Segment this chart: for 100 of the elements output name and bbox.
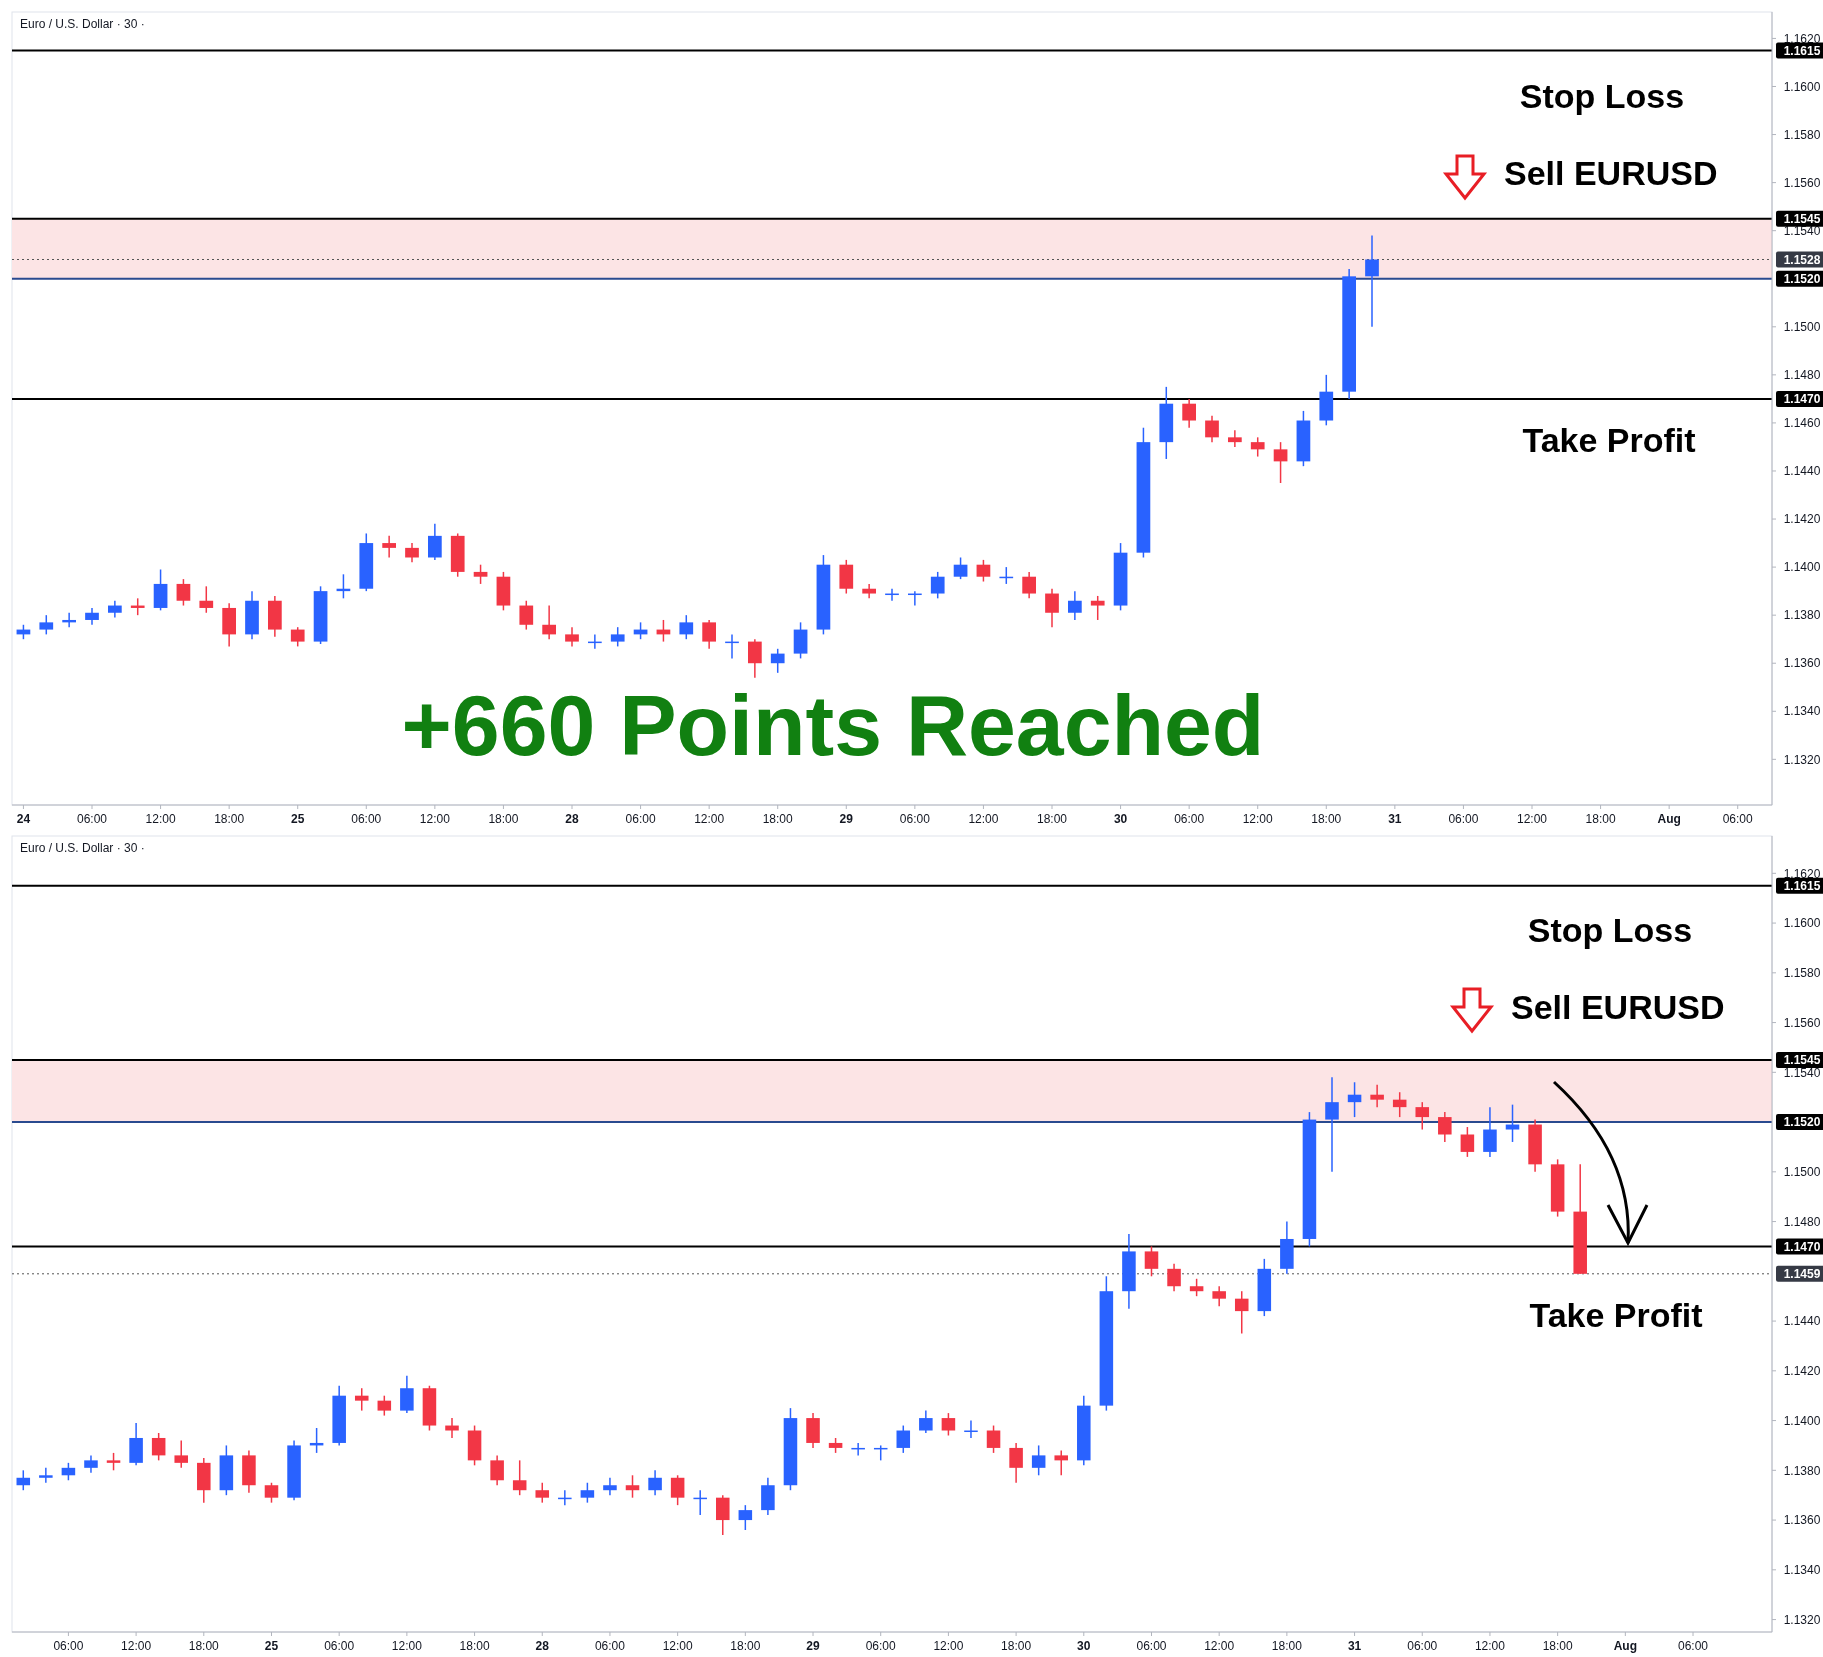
x-tick-label: 12:00 — [1516, 812, 1548, 826]
candlestick — [1365, 234, 1379, 328]
candlestick — [625, 1474, 640, 1499]
x-tick-label: 06:00 — [1678, 1639, 1709, 1653]
x-tick-label: 31 — [1347, 1639, 1362, 1653]
candlestick — [290, 626, 305, 648]
y-tick-label: 1.1420 — [1783, 512, 1821, 527]
y-tick-label: 1.1600 — [1783, 79, 1821, 94]
candlestick — [930, 571, 945, 600]
candlestick — [1483, 1106, 1497, 1158]
ref-line-label: 1.1520 — [1783, 271, 1821, 286]
candlestick — [199, 585, 214, 614]
x-tick-label: 12:00 — [419, 812, 451, 826]
x-tick-label: 12:00 — [1474, 1639, 1506, 1653]
x-tick-label: 12:00 — [145, 812, 176, 826]
ref-line-label: 1.1615 — [1783, 43, 1821, 58]
x-tick-label: 31 — [1388, 812, 1402, 826]
candlestick — [428, 523, 442, 561]
candlestick — [39, 614, 54, 636]
x-tick-label: 12:00 — [1204, 1639, 1235, 1653]
x-tick-label: 18:00 — [1311, 812, 1342, 826]
candlestick — [1212, 1285, 1226, 1307]
candlestick — [748, 638, 762, 679]
candlestick — [1009, 1442, 1023, 1484]
candlestick — [919, 1409, 933, 1434]
x-tick-label: 29 — [839, 812, 854, 826]
candlestick — [1054, 1449, 1068, 1477]
y-tick-label: 1.1500 — [1783, 320, 1821, 334]
candlestick — [1325, 1076, 1339, 1173]
x-tick-label: 06:00 — [1136, 1639, 1167, 1653]
ref-line-label: 1.1615 — [1783, 878, 1821, 893]
x-tick-label: 24 — [16, 812, 31, 826]
y-tick-label: 1.1380 — [1783, 608, 1821, 623]
candlestick — [405, 542, 419, 564]
y-tick-label: 1.1560 — [1783, 175, 1821, 190]
candlestick — [1370, 1084, 1384, 1108]
x-tick-label: 06:00 — [324, 1639, 355, 1653]
candlestick — [535, 1482, 550, 1504]
x-tick-label: 06:00 — [1722, 812, 1754, 826]
y-tick-label: 1.1360 — [1783, 656, 1821, 671]
x-tick-label: 18:00 — [214, 812, 245, 826]
y-tick-label: 1.1480 — [1783, 1214, 1821, 1229]
candlestick — [151, 1432, 166, 1462]
x-tick-label: 30 — [1077, 1639, 1091, 1653]
x-tick-label: 12:00 — [694, 812, 725, 826]
candlestick — [512, 1459, 527, 1496]
ref-line-label: 1.1470 — [1783, 1239, 1821, 1254]
candlestick — [941, 1412, 956, 1437]
y-tick-label: 1.1320 — [1783, 752, 1821, 767]
x-tick-label: 18:00 — [188, 1639, 220, 1653]
x-tick-label: 06:00 — [594, 1639, 626, 1653]
candlestick — [1031, 1444, 1046, 1477]
text: Euro / U.S. Dollar · 30 · — [20, 841, 145, 855]
candlestick — [1438, 1111, 1452, 1143]
x-tick-label: 06:00 — [76, 812, 108, 826]
candlestick — [896, 1424, 911, 1454]
ref-line-label: 1.1545 — [1783, 211, 1821, 226]
x-tick-label: 18:00 — [1001, 1639, 1032, 1653]
y-tick-label: 1.1360 — [1783, 1513, 1821, 1528]
ref-line-label: 1.1545 — [1783, 1053, 1821, 1068]
y-tick-label: 1.1320 — [1783, 1612, 1821, 1627]
candlestick — [770, 648, 785, 674]
candlestick — [382, 535, 396, 559]
x-tick-label: 25 — [264, 1639, 279, 1653]
y-tick-label: 1.1460 — [1783, 416, 1821, 431]
candlestick — [519, 599, 534, 631]
y-tick-label: 1.1540 — [1783, 1065, 1821, 1080]
candlestick — [976, 559, 991, 583]
candlestick — [174, 1439, 188, 1469]
candlestick — [1144, 1245, 1159, 1278]
x-tick-label: 06:00 — [625, 812, 656, 826]
candlestick — [490, 1454, 504, 1486]
y-tick-label: 1.1400 — [1783, 560, 1821, 575]
candlestick — [1022, 571, 1036, 600]
x-tick-label: 06:00 — [865, 1639, 897, 1653]
y-tick-label: 1.1560 — [1783, 1015, 1821, 1030]
x-tick-label: 12:00 — [391, 1639, 423, 1653]
candlestick — [1415, 1101, 1430, 1131]
x-tick-label: 12:00 — [933, 1639, 964, 1653]
x-tick-label: 06:00 — [53, 1639, 84, 1653]
candlestick — [1392, 1091, 1407, 1118]
candlestick — [580, 1482, 595, 1504]
candlestick — [738, 1504, 753, 1531]
candlestick — [702, 619, 716, 650]
candlestick — [445, 1417, 459, 1439]
ref-line-label: 1.1470 — [1783, 392, 1821, 407]
x-tick-label: 18:00 — [1036, 812, 1068, 826]
y-tick-label: 1.1340 — [1783, 704, 1821, 719]
y-tick-label: 1.1500 — [1783, 1165, 1821, 1180]
x-tick-label: 29 — [806, 1639, 821, 1653]
y-tick-label: 1.1380 — [1783, 1463, 1821, 1478]
candlestick — [39, 1467, 53, 1484]
x-tick-label: 12:00 — [968, 812, 999, 826]
candlestick — [1205, 414, 1219, 443]
x-tick-label: 18:00 — [1271, 1639, 1303, 1653]
x-tick-label: 18:00 — [762, 812, 794, 826]
x-tick-label: 28 — [535, 1639, 550, 1653]
x-tick-label: Aug — [1613, 1639, 1637, 1653]
x-tick-label: 06:00 — [1174, 812, 1205, 826]
candlestick — [1182, 398, 1196, 429]
